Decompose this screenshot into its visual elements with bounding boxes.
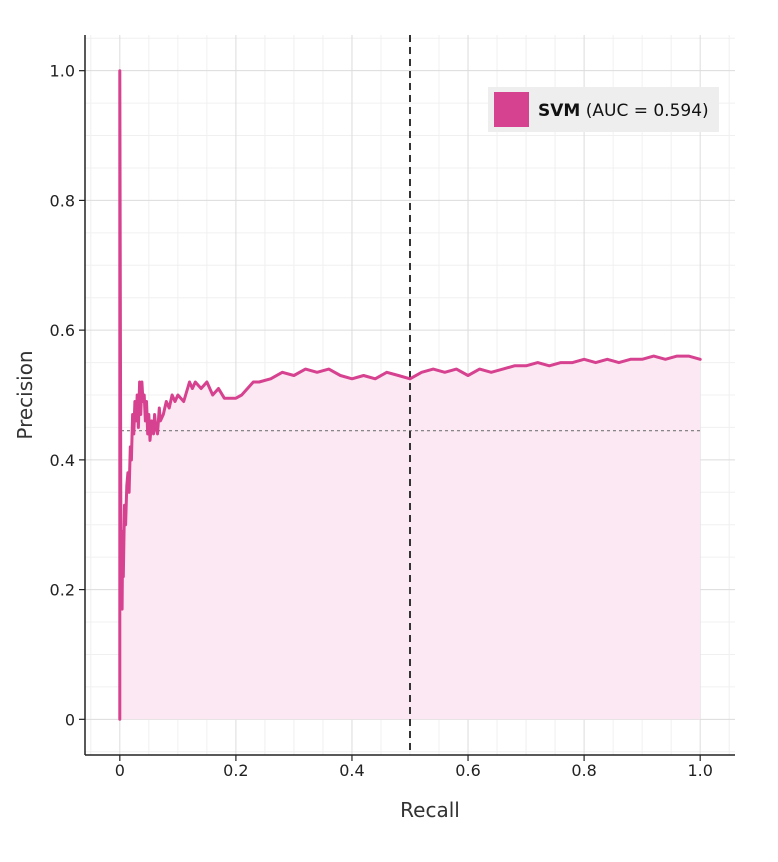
legend-auc-detail: (AUC = 0.594): [586, 101, 709, 121]
x-tick-label: 1.0: [687, 761, 712, 780]
y-tick-label: 1.0: [50, 62, 75, 81]
legend-series-name: SVM: [538, 101, 580, 121]
y-axis-title: Precision: [13, 350, 37, 439]
x-tick-label: 0.6: [455, 761, 480, 780]
x-tick-label: 0: [115, 761, 125, 780]
x-tick-label: 0.8: [571, 761, 596, 780]
legend: SVM (AUC = 0.594): [488, 87, 719, 132]
y-tick-label: 0: [65, 710, 75, 729]
y-tick-label: 0.4: [50, 451, 75, 470]
legend-swatch-svm: [494, 92, 529, 127]
x-axis-ticks: 0 0.2 0.4 0.6 0.8 1.0: [115, 755, 713, 780]
svm-curve-line: [118, 69, 702, 721]
x-tick-label: 0.4: [339, 761, 364, 780]
y-tick-label: 0.8: [50, 191, 75, 210]
x-axis-title: Recall: [400, 798, 460, 822]
y-axis-ticks: 0 0.2 0.4 0.6 0.8 1.0: [50, 62, 85, 729]
x-tick-label: 0.2: [223, 761, 248, 780]
y-tick-label: 0.2: [50, 581, 75, 600]
legend-label-svm: SVM (AUC = 0.594): [538, 101, 709, 121]
y-tick-label: 0.6: [50, 321, 75, 340]
